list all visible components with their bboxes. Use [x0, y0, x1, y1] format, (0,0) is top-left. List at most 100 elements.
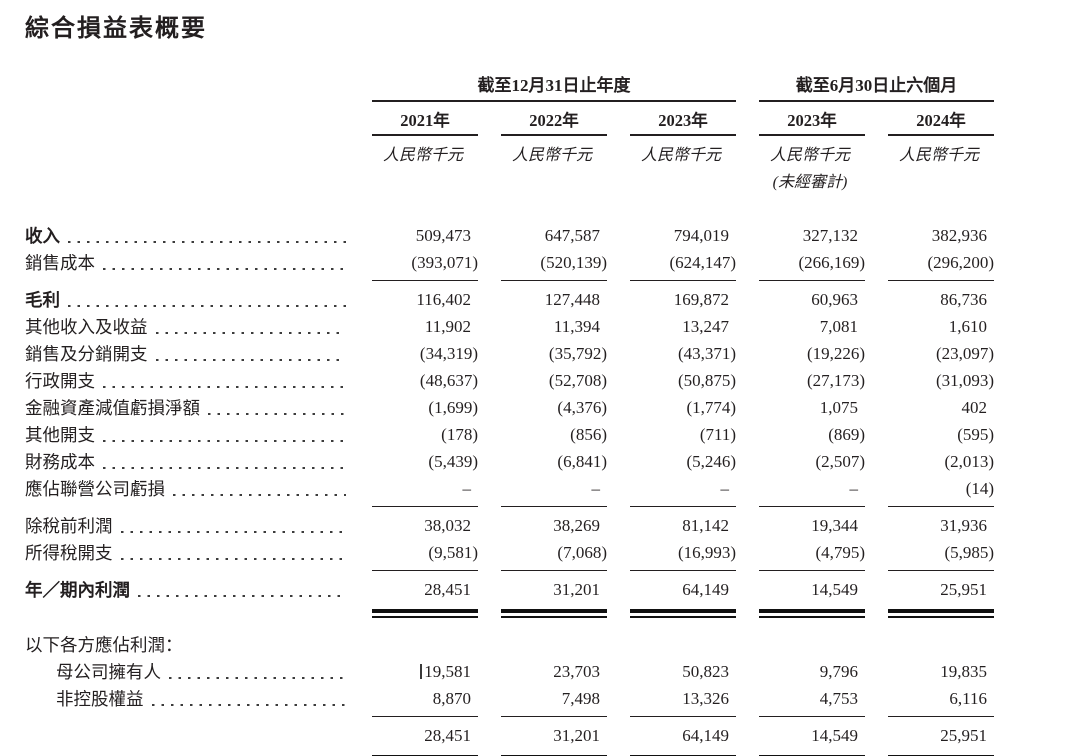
cell-value: 127,448 [544, 290, 600, 309]
cell-value: (2,507) [815, 452, 866, 471]
cell-value: (34,319) [419, 344, 478, 363]
table-row-selling-expenses: 銷售及分銷開支 (34,319) (35,792) (43,371) (19,2… [25, 339, 994, 366]
cell-value: (19,226) [806, 344, 866, 363]
year-header-row: 2021年 2022年 2023年 2023年 2024年 [25, 102, 995, 136]
row-label: 行政開支 [25, 371, 95, 391]
cell-value: 1,610 [948, 317, 988, 336]
cell-value: 8,870 [432, 689, 471, 708]
cell-value: 86,736 [940, 290, 988, 309]
dot-leader [138, 594, 346, 597]
dot-leader [173, 493, 346, 496]
single-rule-row [25, 275, 995, 285]
cell-value: 64,149 [682, 726, 730, 745]
cell-value: (1,774) [686, 398, 737, 417]
cell-value: (5,985) [944, 543, 995, 562]
dot-leader [120, 557, 346, 560]
dot-leader [155, 331, 346, 334]
cell-value: (50,875) [677, 371, 737, 390]
cell-value: 7,498 [561, 689, 600, 708]
cell-value: (52,708) [548, 371, 607, 390]
col-header-2022: 2022年 [501, 111, 607, 136]
dot-leader [151, 703, 346, 706]
single-rule-row [25, 711, 995, 721]
cell-value: 81,142 [682, 516, 730, 535]
cell-value: (6,841) [557, 452, 607, 471]
cell-value: 13,247 [682, 317, 730, 336]
double-rule-row [25, 602, 995, 618]
table-row-impairment-losses: 金融資產減值虧損淨額 (1,699) (4,376) (1,774) 1,075… [25, 393, 994, 420]
col-header-2024: 2024年 [888, 111, 995, 136]
row-label: 金融資產減值虧損淨額 [25, 398, 200, 418]
cell-value: (2,013) [944, 452, 995, 471]
unit-label: 人民幣千元 [382, 147, 463, 164]
cell-value: (869) [828, 425, 866, 444]
cell-value: 509,473 [415, 226, 471, 245]
table-row-other-expenses: 其他開支 (178) (856) (711) (869) (595) [25, 420, 994, 447]
dot-leader [68, 304, 346, 307]
cell-value: 11,902 [424, 317, 471, 336]
dot-leader [103, 385, 346, 388]
cell-value: 31,201 [553, 580, 600, 599]
table-row-revenue: 收入 509,473 647,587 794,019 327,132 382,9… [25, 221, 994, 248]
table-row-other-income: 其他收入及收益 11,902 11,394 13,247 7,081 1,610 [25, 312, 994, 339]
cell-value: 28,451 [424, 726, 471, 745]
row-label: 銷售成本 [25, 253, 95, 273]
col-header-2023: 2023年 [630, 111, 737, 136]
table-row-non-controlling-interests: 非控股權益 8,870 7,498 13,326 4,753 6,116 [25, 684, 994, 711]
cell-value: 116,402 [416, 290, 471, 309]
cell-value: (48,637) [419, 371, 478, 390]
cell-value: 169,872 [673, 290, 730, 309]
unaudited-note-row: (未經審計) [25, 168, 994, 193]
dot-leader [120, 530, 346, 533]
col-group-interim: 截至6月30日止六個月 [759, 76, 995, 102]
row-label: 年／期內利潤 [25, 580, 130, 600]
cell-value: – [462, 479, 472, 498]
column-group-row: 截至12月31日止年度 截至6月30日止六個月 [25, 76, 995, 102]
dot-leader [103, 267, 346, 270]
dot-leader [169, 676, 346, 679]
cell-value: 31,201 [553, 726, 600, 745]
cell-value: (9,581) [428, 543, 478, 562]
row-label: 其他開支 [25, 425, 95, 445]
cell-value: (624,147) [669, 253, 737, 272]
cell-value: 23,703 [553, 662, 600, 681]
col-header-2021: 2021年 [372, 111, 478, 136]
single-rule-row [25, 565, 995, 575]
cell-value: (595) [957, 425, 995, 444]
cell-value: – [849, 479, 859, 498]
dot-leader [103, 466, 346, 469]
cell-value: (16,993) [677, 543, 737, 562]
cell-value: 25,951 [940, 726, 988, 745]
cell-value: (520,139) [540, 253, 607, 272]
cell-value: 327,132 [802, 226, 859, 245]
cell-value: 28,451 [424, 580, 471, 599]
table-row-cost-of-sales: 銷售成本 (393,071) (520,139) (624,147) (266,… [25, 248, 994, 275]
cell-value: 14,549 [811, 726, 859, 745]
table-row-finance-costs: 財務成本 (5,439) (6,841) (5,246) (2,507) (2,… [25, 447, 994, 474]
table-row-attributable-heading: 以下各方應佔利潤： [25, 630, 994, 657]
cell-value: (711) [699, 425, 737, 444]
cell-value: 19,581 [372, 660, 478, 684]
table-row-profit-before-tax: 除稅前利潤 38,032 38,269 81,142 19,344 31,936 [25, 511, 994, 538]
cell-value: (5,439) [428, 452, 478, 471]
table-row-profit-for-period: 年／期內利潤 28,451 31,201 64,149 14,549 25,95… [25, 575, 994, 602]
cell-value: 9,796 [819, 662, 859, 681]
cell-value: (1,699) [428, 398, 478, 417]
unit-label: 人民幣千元 [899, 147, 980, 164]
row-label: 除稅前利潤 [25, 516, 113, 536]
cell-value: 647,587 [544, 226, 600, 245]
row-label: 所得稅開支 [25, 543, 113, 563]
cell-value: – [591, 479, 601, 498]
row-label: 財務成本 [25, 452, 95, 472]
page-title: 綜合損益表概要 [25, 15, 207, 42]
dot-leader [208, 412, 346, 415]
cell-value: (7,068) [557, 543, 607, 562]
table-row-share-of-associate-loss: 應佔聯營公司虧損 – – – – (14) [25, 474, 994, 501]
cell-value: 38,032 [424, 516, 471, 535]
row-label: 以下各方應佔利潤： [25, 635, 183, 655]
table-row-income-tax-expense: 所得稅開支 (9,581) (7,068) (16,993) (4,795) (… [25, 538, 994, 565]
row-label: 應佔聯營公司虧損 [25, 479, 165, 499]
cell-value: 11,394 [553, 317, 600, 336]
dot-leader [155, 358, 346, 361]
cell-value: (4,795) [815, 543, 866, 562]
